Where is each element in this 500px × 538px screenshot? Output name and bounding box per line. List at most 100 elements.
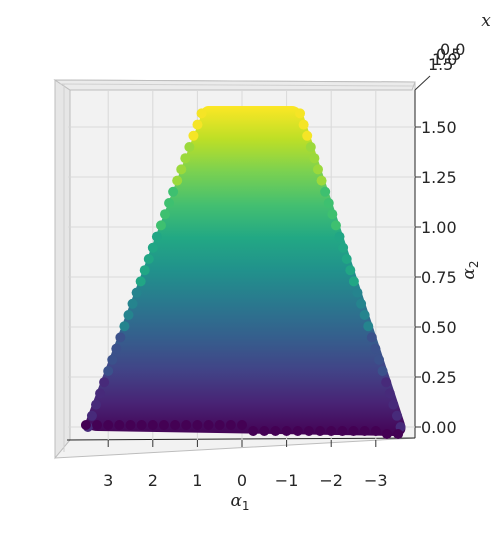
scatter-point — [225, 420, 236, 430]
scatter-point — [214, 420, 225, 430]
scatter-point — [305, 142, 316, 152]
scatter-point — [388, 399, 399, 410]
scatter-point — [281, 426, 292, 436]
scatter-point — [348, 276, 359, 287]
z-tick-label: 1.0 — [432, 50, 457, 69]
scatter-point — [381, 429, 392, 439]
scatter-point — [86, 410, 97, 421]
scatter-point — [127, 298, 138, 309]
scatter-point — [352, 287, 363, 298]
scatter-point — [203, 420, 214, 430]
z-tick-label: 1.5 — [428, 55, 453, 74]
scatter-point — [119, 321, 130, 332]
z-axis-label: x — [481, 11, 491, 31]
scatter-point — [391, 410, 402, 421]
scatter-point — [326, 426, 337, 436]
scatter-point — [158, 420, 169, 430]
x-axis-ticks: 3 2 1 0 −1 −2 −3 — [103, 440, 388, 490]
scatter-point — [125, 420, 136, 430]
x-tick-label: 2 — [148, 471, 158, 490]
scatter-point — [147, 420, 158, 430]
scatter-point — [99, 377, 110, 388]
scatter-point — [348, 426, 359, 436]
scatter-point — [292, 426, 303, 436]
scatter-point — [95, 388, 106, 399]
x-tick-label: −3 — [364, 471, 388, 490]
scatter-point — [80, 420, 91, 430]
scatter-point — [111, 343, 122, 354]
scatter-point — [315, 426, 326, 436]
scatter-point — [151, 231, 162, 242]
scatter-point — [366, 332, 377, 343]
scatter-point — [103, 366, 114, 376]
scatter-point — [323, 198, 334, 208]
scatter-point — [312, 164, 323, 175]
x-tick-label: 1 — [192, 471, 202, 490]
scatter-point — [381, 377, 392, 388]
y-tick-label: 1.00 — [421, 218, 457, 237]
y-tick-label: 0.75 — [421, 268, 457, 287]
scatter-point — [107, 354, 118, 365]
scatter-point — [334, 231, 345, 242]
scatter-point — [143, 254, 154, 264]
scatter-point — [270, 426, 281, 436]
scatter-point — [370, 426, 381, 436]
scatter-point — [91, 399, 102, 410]
scatter-point — [330, 220, 341, 231]
x-tick-label: −2 — [319, 471, 343, 490]
scatter-point — [172, 175, 183, 186]
scatter-point — [139, 265, 150, 276]
scatter-point — [147, 242, 158, 253]
scatter-point — [393, 429, 404, 439]
scatter-point — [114, 420, 125, 430]
y-axis-label: α2 — [459, 260, 481, 279]
z-tick-label: 0.0 — [440, 40, 465, 59]
scatter-point — [160, 209, 171, 220]
scatter-point — [298, 119, 309, 130]
y-tick-label: 0.25 — [421, 368, 457, 387]
scatter-point — [192, 119, 203, 130]
x-tick-label: 0 — [237, 471, 247, 490]
scatter-region — [80, 106, 406, 439]
scatter-point — [295, 108, 306, 119]
scatter-point — [92, 420, 103, 430]
scatter-point — [359, 310, 370, 320]
scatter-point — [309, 153, 320, 164]
scatter-point — [341, 254, 352, 264]
scatter-point — [170, 420, 181, 430]
scatter-point — [176, 164, 187, 175]
scatter-point — [131, 287, 142, 298]
x-axis-label: α1 — [230, 491, 249, 513]
scatter-point — [188, 130, 199, 141]
scatter-point — [337, 426, 348, 436]
scatter-point — [374, 354, 385, 365]
y-tick-label: 0.00 — [421, 418, 457, 437]
scatter-point — [370, 343, 381, 354]
scatter-point — [135, 276, 146, 287]
scatter-point — [377, 366, 388, 376]
scatter-point — [136, 420, 147, 430]
z-axis-line — [414, 75, 431, 91]
z-tick-label: 0.5 — [436, 45, 461, 64]
scatter-point — [181, 420, 192, 430]
scatter-point — [259, 426, 270, 436]
scatter-point — [196, 108, 207, 119]
scatter-point — [302, 130, 313, 141]
scatter-point — [237, 420, 247, 430]
scatter-point — [363, 321, 374, 332]
scatter-point — [123, 310, 134, 320]
scatter-point — [327, 209, 338, 220]
x-tick-label: −1 — [275, 471, 299, 490]
z-axis-ticks: 1.51.00.50.0 — [414, 40, 465, 91]
scatter-point — [338, 242, 349, 253]
scatter-point — [115, 332, 126, 343]
y-tick-label: 1.25 — [421, 168, 457, 187]
scatter-point — [168, 186, 179, 197]
scatter-point — [320, 186, 331, 197]
y-tick-label: 1.50 — [421, 118, 457, 137]
y-axis-ticks: 0.00 0.25 0.50 0.75 1.00 1.25 1.50 — [415, 118, 457, 437]
scatter-point — [248, 426, 259, 436]
scatter-point — [164, 198, 175, 208]
scatter-point — [192, 420, 203, 430]
